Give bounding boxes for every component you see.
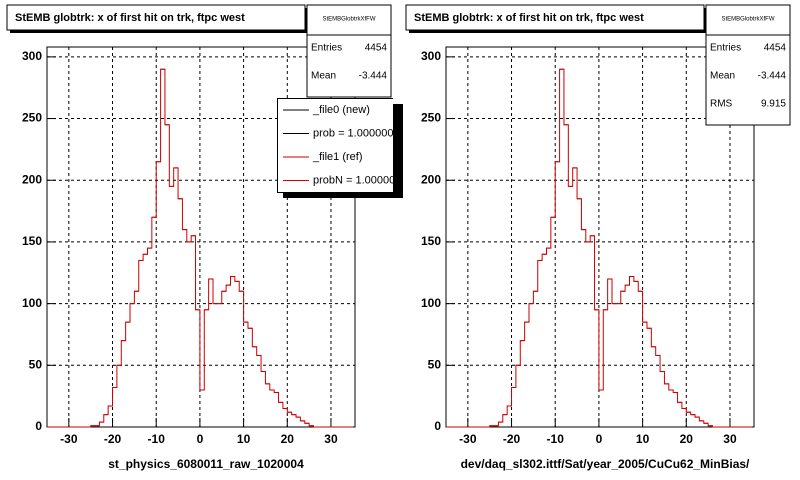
x-tick-label: -10 — [148, 432, 166, 446]
legend: _file0 (new) prob = 1.000000 _file1 (ref) p… — [277, 98, 401, 193]
y-tick-label: 0 — [434, 419, 441, 433]
x-axis-title: st_physics_6080011_raw_1020004 — [108, 457, 304, 471]
stats-title: StEMBGlobtrkXfFW — [721, 17, 774, 23]
x-tick-label: -30 — [60, 432, 78, 446]
x-tick-label: 20 — [281, 432, 295, 446]
title-box — [6, 4, 306, 31]
stats-label: RMS — [710, 99, 733, 110]
legend-label: prob = 1.000000 — [313, 127, 393, 139]
x-tick-label: 0 — [197, 432, 204, 446]
x-tick-label: -30 — [459, 432, 477, 446]
legend-box — [277, 98, 393, 193]
x-tick-label: 20 — [680, 432, 694, 446]
stats-label: Mean — [710, 71, 735, 82]
x-tick-label: 10 — [237, 432, 251, 446]
x-tick-label: -20 — [104, 432, 122, 446]
x-tick-label: 10 — [636, 432, 650, 446]
y-tick-label: 100 — [22, 296, 42, 310]
y-tick-label: 300 — [421, 49, 441, 63]
histogram-outline — [446, 68, 752, 428]
stats-value: 4454 — [365, 43, 388, 54]
y-tick-label: 100 — [421, 296, 441, 310]
chart-title: StEMB globtrk: x of first hit on trk, ft… — [414, 12, 644, 24]
stats-box — [705, 4, 791, 126]
y-tick-label: 0 — [35, 419, 42, 433]
histogram-outline — [47, 68, 353, 428]
stats-value: -3.444 — [758, 71, 787, 82]
stats-value: -3.444 — [359, 71, 388, 82]
stats-title: StEMBGlobtrkXfFW — [322, 17, 375, 23]
y-tick-label: 300 — [22, 49, 42, 63]
stats-box — [306, 4, 392, 98]
stats-value: 4454 — [764, 43, 787, 54]
y-tick-label: 150 — [22, 234, 42, 248]
stats-label: Entries — [710, 43, 741, 54]
x-axis-title: dev/daq_sl302.ittf/Sat/year_2005/CuCu62_… — [461, 457, 750, 471]
legend-label: _file0 (new) — [312, 104, 370, 116]
stats-value: 9.915 — [761, 99, 786, 110]
x-tick-label: -10 — [547, 432, 565, 446]
plot-frame — [445, 46, 755, 428]
x-tick-label: 30 — [723, 432, 737, 446]
x-tick-label: -20 — [503, 432, 521, 446]
title-box — [405, 4, 705, 31]
stats-label: Entries — [311, 43, 342, 54]
stats-label: Mean — [311, 71, 336, 82]
y-tick-label: 50 — [29, 357, 43, 371]
x-tick-label: 0 — [596, 432, 603, 446]
y-tick-label: 250 — [421, 111, 441, 125]
y-tick-label: 200 — [22, 172, 42, 186]
y-tick-label: 250 — [22, 111, 42, 125]
y-tick-label: 200 — [421, 172, 441, 186]
y-tick-label: 150 — [421, 234, 441, 248]
legend-label: _file1 (ref) — [312, 151, 363, 163]
chart-title: StEMB globtrk: x of first hit on trk, ft… — [15, 12, 245, 24]
y-tick-label: 50 — [428, 357, 442, 371]
legend-label: probN = 1.000000 — [313, 174, 401, 186]
x-tick-label: 30 — [324, 432, 338, 446]
